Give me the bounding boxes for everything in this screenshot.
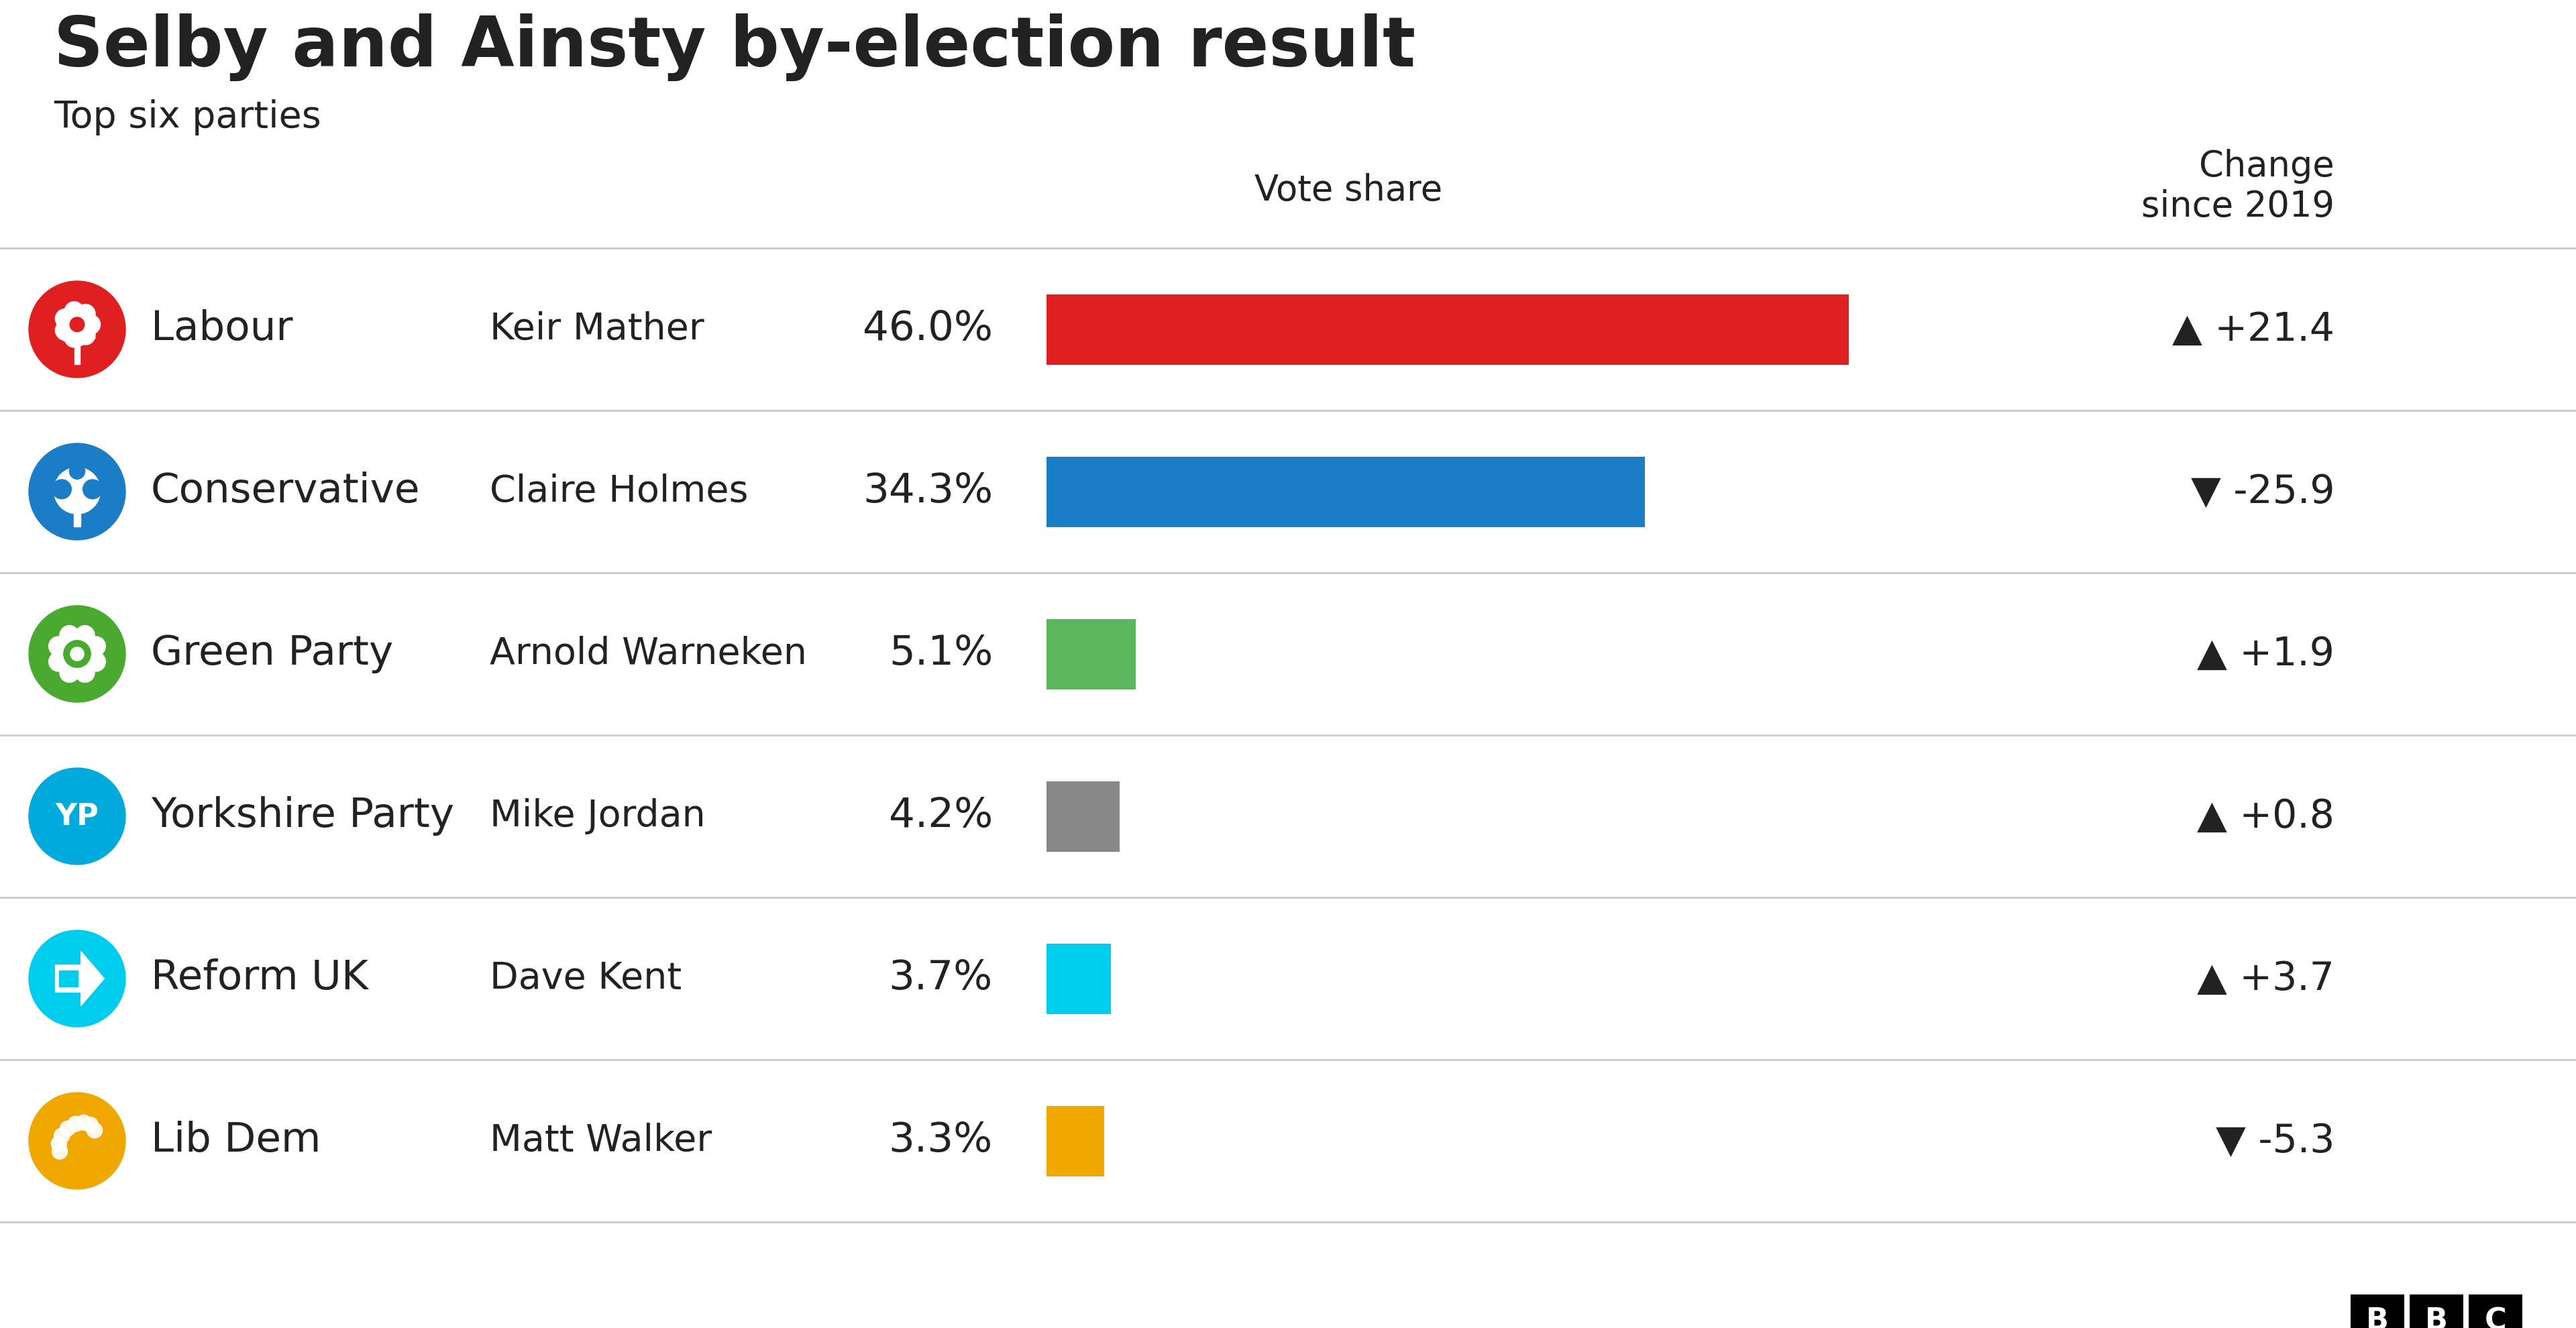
Circle shape [28,282,126,377]
Text: ▼ -5.3: ▼ -5.3 [2215,1122,2334,1159]
Text: Mike Jordan: Mike Jordan [489,798,706,834]
Text: Vote share: Vote share [1255,173,1443,208]
Circle shape [54,309,75,328]
Text: 4.2%: 4.2% [889,797,992,837]
Circle shape [85,636,106,656]
Text: Yorkshire Party: Yorkshire Party [152,797,453,837]
FancyBboxPatch shape [2349,1295,2403,1328]
Bar [75,337,80,364]
FancyBboxPatch shape [1046,943,1110,1013]
Polygon shape [59,971,77,987]
Circle shape [28,444,126,540]
Circle shape [52,1137,67,1151]
Circle shape [82,479,103,499]
Circle shape [67,1116,82,1131]
FancyBboxPatch shape [1046,619,1136,689]
FancyBboxPatch shape [1046,1106,1105,1177]
Text: B: B [2365,1307,2388,1328]
Circle shape [52,479,72,499]
Circle shape [28,768,126,865]
Text: Change
since 2019: Change since 2019 [2141,149,2334,224]
Circle shape [82,1117,98,1133]
Circle shape [64,640,90,668]
Text: Selby and Ainsty by-election result: Selby and Ainsty by-election result [54,13,1417,81]
Circle shape [75,304,95,324]
Circle shape [54,320,75,340]
Text: ▲ +3.7: ▲ +3.7 [2197,959,2334,997]
Text: 46.0%: 46.0% [863,309,992,349]
Text: Keir Mather: Keir Mather [489,311,703,348]
Text: Reform UK: Reform UK [152,959,368,999]
Polygon shape [57,952,103,1005]
Text: 5.1%: 5.1% [889,635,992,673]
Text: ▼ -25.9: ▼ -25.9 [2190,473,2334,511]
Circle shape [28,931,126,1027]
Text: Labour: Labour [152,309,294,349]
FancyBboxPatch shape [1046,293,1850,364]
Text: 3.7%: 3.7% [889,959,992,999]
Text: C: C [2483,1307,2506,1328]
Text: Dave Kent: Dave Kent [489,960,683,997]
Circle shape [28,1093,126,1189]
Text: Lib Dem: Lib Dem [152,1121,322,1161]
Circle shape [52,1143,67,1159]
Text: ▲ +0.8: ▲ +0.8 [2197,797,2334,835]
Bar [75,503,80,526]
Circle shape [70,647,85,661]
Text: Green Party: Green Party [152,635,394,673]
Circle shape [59,625,80,645]
Circle shape [49,652,67,672]
Circle shape [70,463,85,479]
FancyBboxPatch shape [2409,1295,2463,1328]
Text: Conservative: Conservative [152,471,420,511]
Text: ▲ +1.9: ▲ +1.9 [2197,635,2334,673]
FancyBboxPatch shape [2468,1295,2522,1328]
Circle shape [88,1122,103,1138]
Circle shape [75,1114,90,1130]
Circle shape [85,652,106,672]
Text: YP: YP [57,802,98,831]
Text: B: B [2424,1307,2447,1328]
Text: Top six parties: Top six parties [54,100,322,135]
Text: 34.3%: 34.3% [863,471,992,511]
Polygon shape [80,339,95,347]
Text: Matt Walker: Matt Walker [489,1122,711,1159]
Circle shape [28,606,126,703]
Circle shape [49,636,67,656]
Circle shape [59,1121,75,1137]
Circle shape [70,1134,85,1149]
Circle shape [75,325,95,345]
Circle shape [54,467,100,514]
Circle shape [54,1127,70,1143]
Circle shape [80,315,100,335]
Circle shape [75,625,95,645]
Text: ▲ +21.4: ▲ +21.4 [2172,311,2334,348]
Text: 3.3%: 3.3% [889,1121,992,1161]
FancyBboxPatch shape [1046,457,1643,527]
Polygon shape [59,339,75,347]
Text: Claire Holmes: Claire Holmes [489,474,747,510]
Circle shape [70,317,85,332]
FancyBboxPatch shape [1046,781,1121,851]
Circle shape [75,663,95,683]
Circle shape [64,328,85,348]
Text: Arnold Warneken: Arnold Warneken [489,636,806,672]
Circle shape [59,663,80,683]
Circle shape [64,301,85,321]
